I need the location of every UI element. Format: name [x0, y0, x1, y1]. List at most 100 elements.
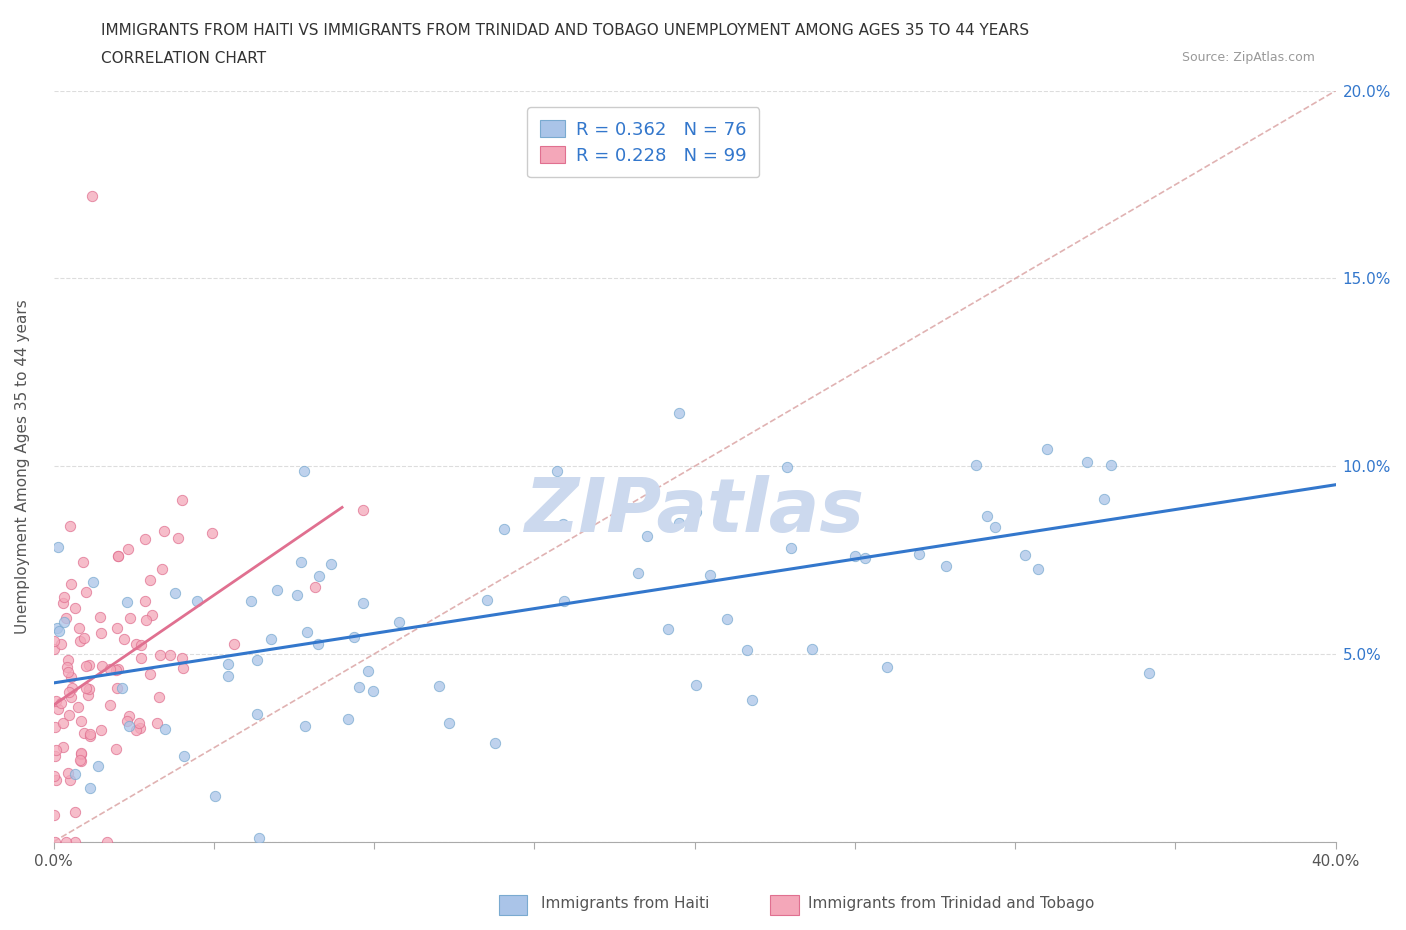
Point — [44, 720, 66, 735]
Point — [107, 549, 129, 564]
Point — [352, 503, 374, 518]
Point — [437, 716, 460, 731]
Point — [55, 659, 77, 674]
Point — [129, 651, 152, 666]
Point — [153, 524, 176, 538]
Point — [58, 653, 80, 668]
Point — [1026, 562, 1049, 577]
Point — [105, 681, 128, 696]
Point — [89, 609, 111, 624]
Text: ZIPatlas: ZIPatlas — [524, 475, 865, 548]
Point — [45, 620, 67, 635]
Point — [735, 642, 758, 657]
Point — [65, 804, 87, 819]
Point — [44, 749, 66, 764]
Point — [134, 531, 156, 546]
Point — [125, 723, 148, 737]
Point — [90, 625, 112, 640]
Point — [52, 739, 75, 754]
Point — [129, 637, 152, 652]
Point — [292, 464, 315, 479]
Point — [72, 555, 94, 570]
Point — [217, 656, 239, 671]
Point — [908, 547, 931, 562]
Point — [984, 519, 1007, 534]
Point — [107, 661, 129, 676]
Point — [128, 715, 150, 730]
Point — [266, 583, 288, 598]
Point — [148, 690, 170, 705]
Point — [779, 540, 801, 555]
Point — [627, 566, 650, 581]
Point — [67, 699, 90, 714]
Point — [246, 653, 269, 668]
Point — [70, 746, 93, 761]
Point — [90, 723, 112, 737]
Y-axis label: Unemployment Among Ages 35 to 44 years: Unemployment Among Ages 35 to 44 years — [15, 299, 30, 633]
Point — [56, 765, 79, 780]
Point — [96, 834, 118, 849]
Point — [63, 834, 86, 849]
Point — [52, 716, 75, 731]
Point — [52, 614, 75, 629]
Point — [186, 593, 208, 608]
Legend: R = 0.362   N = 76, R = 0.228   N = 99: R = 0.362 N = 76, R = 0.228 N = 99 — [527, 107, 759, 178]
Point — [118, 709, 141, 724]
Point — [117, 541, 139, 556]
Point — [170, 493, 193, 508]
Point — [105, 742, 128, 757]
Point — [55, 611, 77, 626]
Point — [246, 707, 269, 722]
Point — [150, 562, 173, 577]
Point — [69, 753, 91, 768]
Point — [52, 596, 75, 611]
Point — [77, 658, 100, 672]
Point — [484, 736, 506, 751]
Text: Immigrants from Haiti: Immigrants from Haiti — [541, 897, 710, 911]
Point — [115, 594, 138, 609]
Point — [98, 662, 121, 677]
Point — [59, 773, 82, 788]
Point — [60, 577, 83, 591]
Point — [128, 721, 150, 736]
Point — [48, 623, 70, 638]
Point — [1099, 458, 1122, 472]
Point — [44, 807, 66, 822]
Point — [98, 698, 121, 712]
Point — [800, 642, 823, 657]
Point — [75, 681, 97, 696]
Point — [290, 555, 312, 570]
Point — [159, 648, 181, 663]
Point — [139, 666, 162, 681]
Point — [111, 681, 134, 696]
Point — [45, 694, 67, 709]
Point — [58, 684, 80, 699]
Point — [79, 727, 101, 742]
Point — [294, 719, 316, 734]
Point — [107, 549, 129, 564]
Point — [104, 662, 127, 677]
Point — [118, 610, 141, 625]
Point — [553, 594, 575, 609]
Point — [42, 769, 65, 784]
Point — [636, 528, 658, 543]
Point — [46, 701, 69, 716]
Point — [86, 759, 108, 774]
Point — [91, 659, 114, 674]
Point — [204, 789, 226, 804]
Point — [853, 551, 876, 565]
Point — [285, 588, 308, 603]
Point — [553, 516, 575, 531]
Point — [79, 682, 101, 697]
Point — [77, 687, 100, 702]
Point — [1036, 442, 1059, 457]
Point — [1092, 492, 1115, 507]
Point — [48, 540, 70, 555]
Point — [45, 742, 67, 757]
Point — [44, 834, 66, 849]
Point — [112, 631, 135, 646]
Point — [139, 572, 162, 587]
Point — [427, 679, 450, 694]
Point — [59, 690, 82, 705]
Point — [53, 589, 76, 604]
